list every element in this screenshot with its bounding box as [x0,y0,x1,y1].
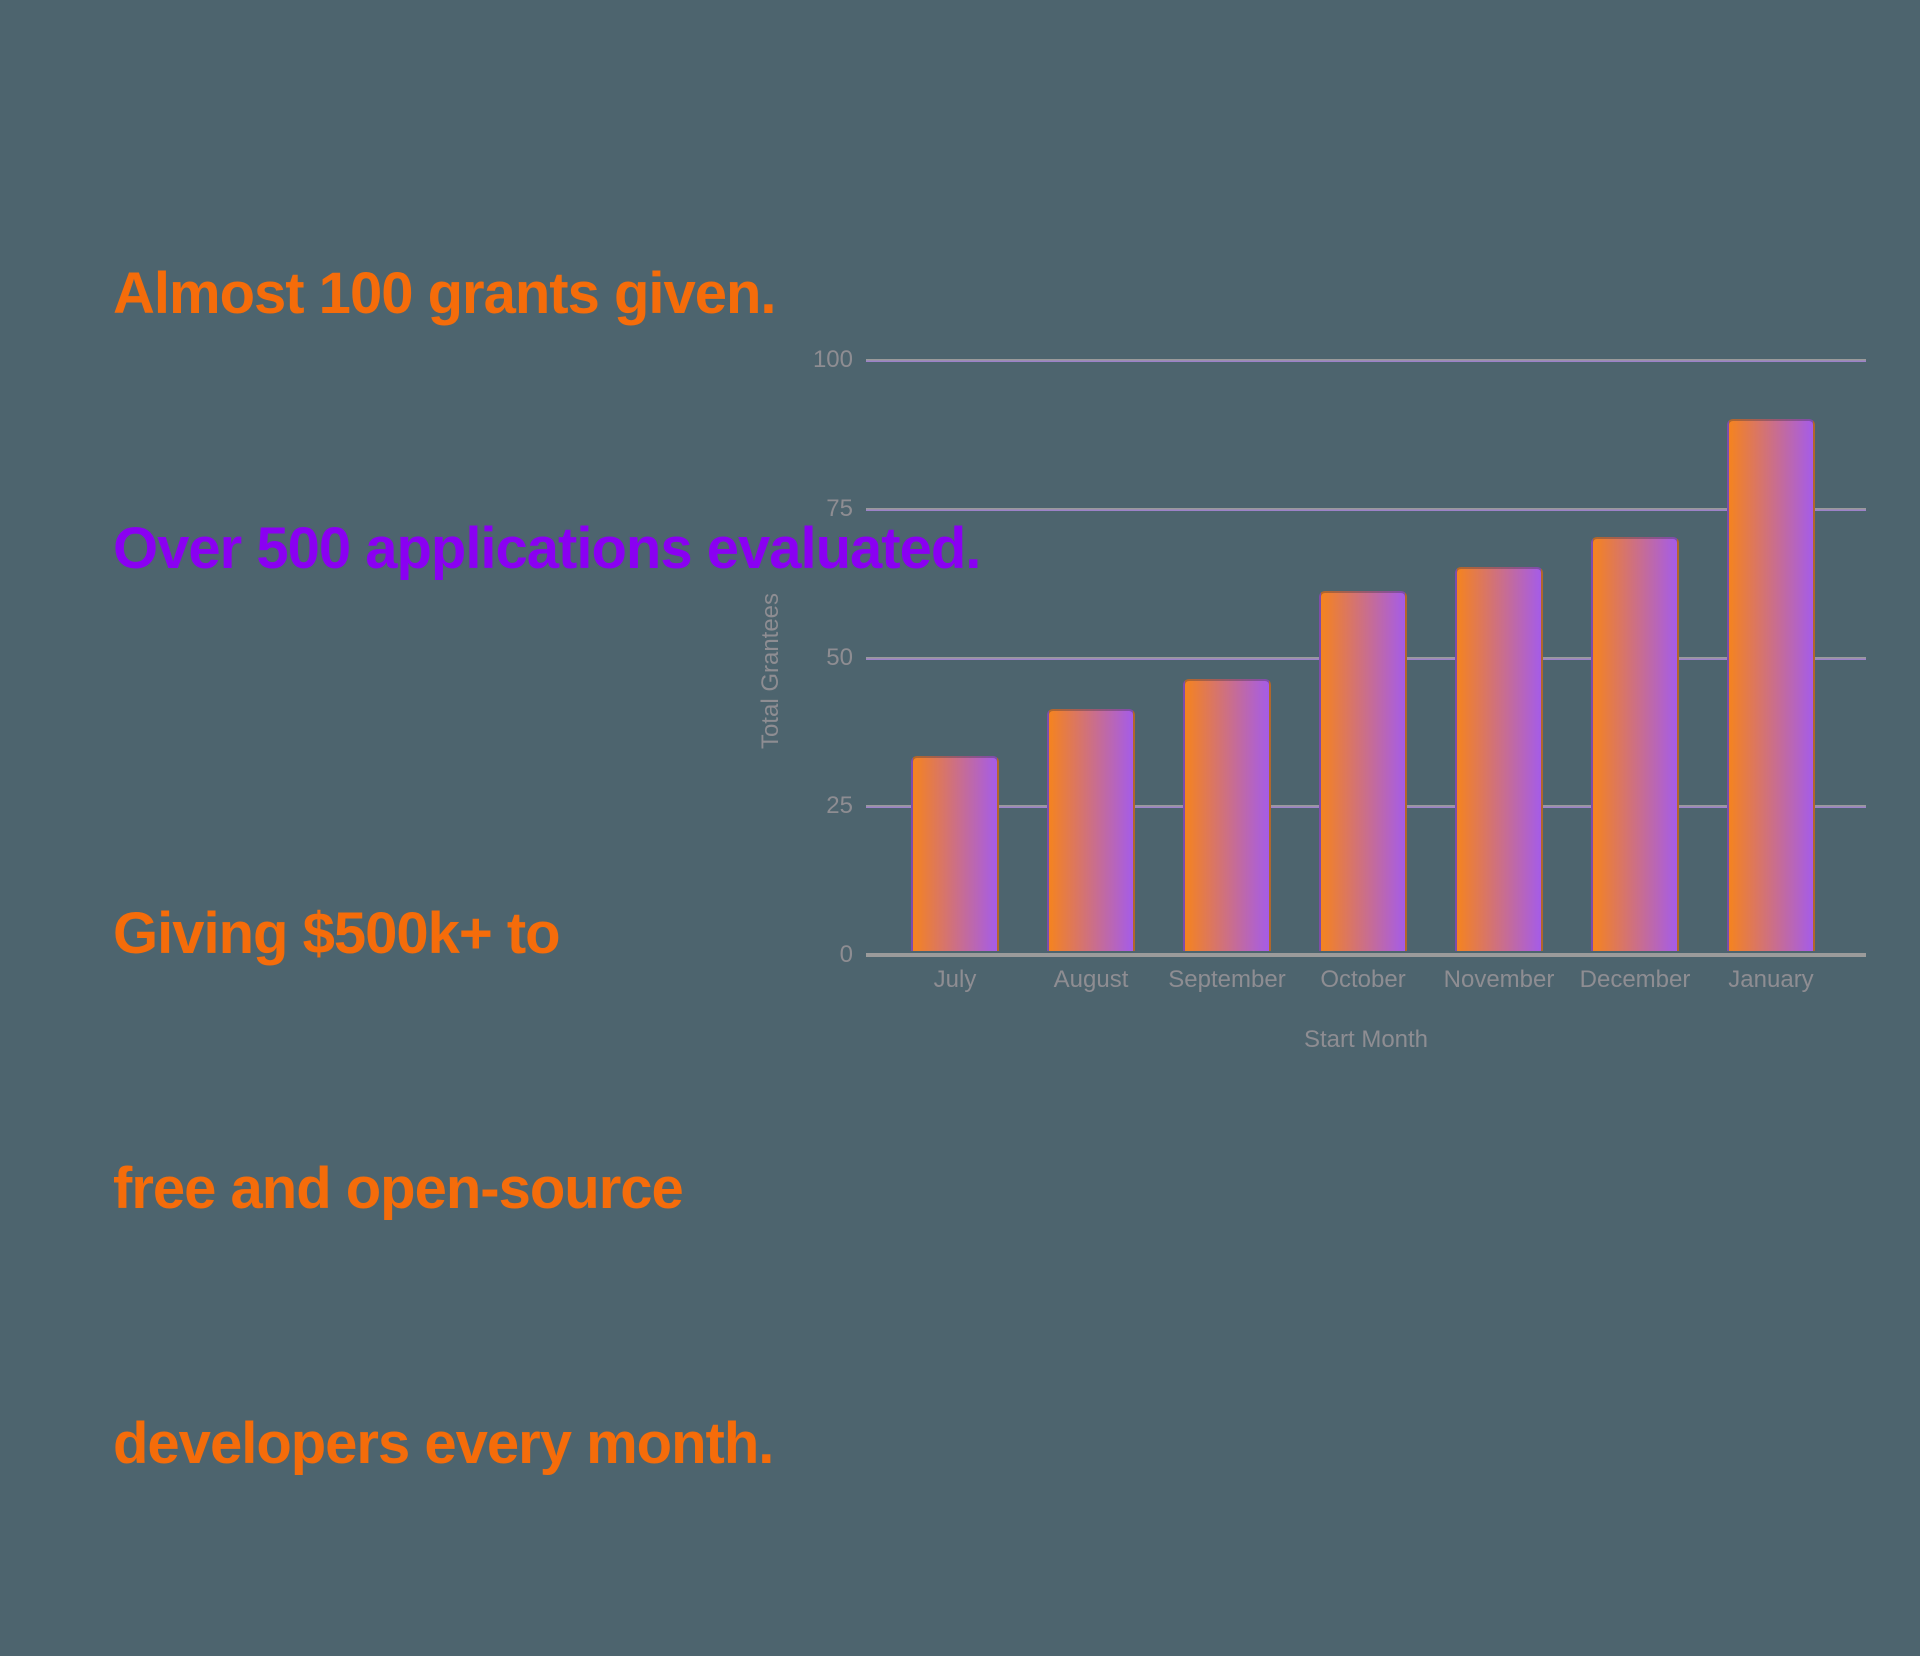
x-tick-label-october: October [1320,966,1406,993]
x-tick-label-september: September [1168,966,1286,993]
bar-december [1591,537,1679,951]
y-tick-label-50: 50 [826,643,853,671]
x-tick-label-january: January [1728,966,1814,993]
infographic-slide: Almost 100 grants given. Over 500 applic… [113,81,1911,1476]
headline: Almost 100 grants given. Over 500 applic… [113,81,981,761]
subtext-line-2: free and open-source [113,1156,684,1221]
bar-november [1455,566,1543,951]
y-tick-label-100: 100 [812,346,853,373]
bar-july [911,755,999,951]
gridline-100 [866,359,1866,362]
y-axis-tick-labels: 0 25 50 75 100 [740,348,853,967]
headline-grants: Almost 100 grants given. [113,261,777,326]
y-tick-label-75: 75 [826,494,853,522]
bar-august [1047,708,1135,951]
x-tick-label-july: July [933,966,977,993]
y-tick-label-25: 25 [826,792,853,820]
gridline-75 [866,507,1866,511]
headline-applications: Over 500 applications evaluated. [113,516,981,581]
bars-group [866,360,1866,951]
subtext: Giving $500k+ to free and open-source de… [113,721,774,1656]
subtext-line-3: developers every month. [113,1411,774,1476]
bar-october [1319,590,1407,951]
x-tick-label-december: December [1579,966,1691,993]
bar-january [1727,419,1815,951]
x-axis-title: Start Month [1303,1026,1429,1053]
bar-september [1183,679,1271,951]
gridline-0 [866,953,1866,957]
bar-chart-plot-area [866,359,1866,957]
subtext-line-1: Giving $500k+ to [113,901,561,966]
x-tick-label-november: November [1443,966,1555,993]
x-axis-tick-labels: July August September October November Decemb… [866,966,1911,994]
y-tick-label-0: 0 [839,941,853,968]
x-tick-label-august: August [1053,966,1129,993]
